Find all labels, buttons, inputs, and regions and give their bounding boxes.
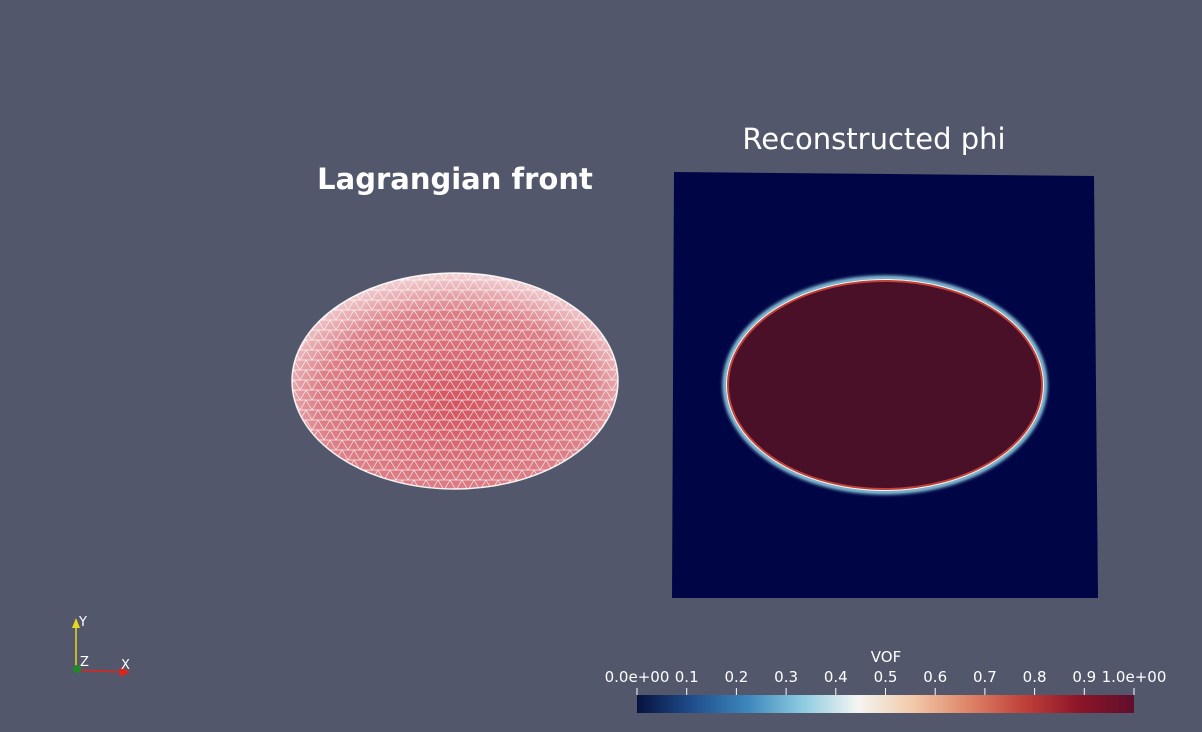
x-axis-label: X (121, 658, 130, 673)
colorbar-tick-label: 0.8 (1022, 668, 1047, 686)
colorbar-tick-label: 0.4 (823, 668, 848, 686)
colorbar-tick-label: 0.3 (774, 668, 799, 686)
reconstructed-phi-field (672, 172, 1098, 598)
colorbar (636, 688, 1135, 713)
x-axis-line (76, 669, 123, 673)
colorbar-title: VOF (870, 648, 902, 666)
orientation-axes (72, 618, 130, 677)
reconstructed-phi-title: Reconstructed phi (742, 122, 1006, 156)
colorbar-ticks (636, 688, 1135, 695)
lagrangian-front-mesh (291, 272, 619, 490)
x-axis-arrow (120, 667, 130, 677)
colorbar-tick-label: 0.2 (724, 668, 749, 686)
colorbar-tick-label: 0.5 (873, 668, 898, 686)
lagrangian-front-title: Lagrangian front (317, 162, 593, 196)
colorbar-tick-label: 1.0e+00 (1101, 668, 1167, 686)
colorbar-tick-label: 0.0e+00 (604, 668, 670, 686)
y-axis-label: Y (79, 615, 87, 630)
z-axis-dot (73, 665, 81, 673)
colorbar-tick-label: 0.6 (923, 668, 948, 686)
colorbar-tick-label: 0.9 (1072, 668, 1097, 686)
z-axis-label: Z (80, 655, 89, 670)
colorbar-tick-label: 0.7 (972, 668, 997, 686)
y-axis-arrow (72, 618, 80, 628)
colorbar-tick-label: 0.1 (674, 668, 699, 686)
